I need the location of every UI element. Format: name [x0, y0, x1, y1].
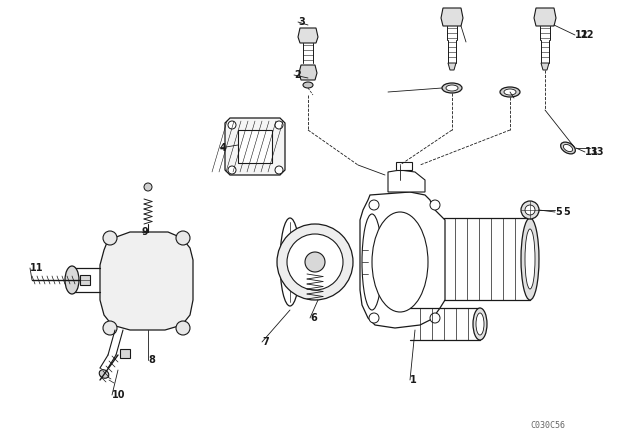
- Ellipse shape: [500, 87, 520, 97]
- Text: C030C56: C030C56: [530, 421, 565, 430]
- Circle shape: [430, 313, 440, 323]
- Polygon shape: [388, 170, 425, 192]
- Ellipse shape: [473, 308, 487, 340]
- Text: 4: 4: [220, 143, 227, 153]
- Circle shape: [176, 231, 190, 245]
- Circle shape: [287, 234, 343, 290]
- Polygon shape: [238, 130, 272, 163]
- Text: 1: 1: [410, 375, 417, 385]
- Circle shape: [176, 321, 190, 335]
- Ellipse shape: [286, 224, 294, 300]
- Polygon shape: [100, 232, 193, 330]
- Text: 2: 2: [294, 70, 301, 80]
- Circle shape: [228, 121, 236, 129]
- Polygon shape: [541, 63, 549, 70]
- Circle shape: [103, 321, 117, 335]
- Ellipse shape: [476, 313, 484, 335]
- Text: 10: 10: [112, 390, 125, 400]
- Text: 12: 12: [581, 30, 595, 40]
- Ellipse shape: [99, 370, 109, 378]
- Text: 3: 3: [298, 17, 305, 27]
- Text: 5: 5: [563, 207, 570, 217]
- Ellipse shape: [442, 83, 462, 93]
- Polygon shape: [441, 8, 463, 26]
- Text: 7: 7: [262, 337, 269, 347]
- Text: 6: 6: [310, 313, 317, 323]
- Polygon shape: [298, 28, 318, 43]
- Circle shape: [275, 121, 283, 129]
- Circle shape: [144, 183, 152, 191]
- Polygon shape: [80, 275, 90, 285]
- Ellipse shape: [446, 85, 458, 91]
- Ellipse shape: [525, 229, 535, 289]
- Polygon shape: [120, 349, 130, 358]
- Ellipse shape: [362, 214, 382, 310]
- Polygon shape: [396, 162, 412, 170]
- Circle shape: [305, 252, 325, 272]
- Polygon shape: [299, 65, 317, 80]
- Text: 12: 12: [575, 30, 589, 40]
- Circle shape: [525, 205, 535, 215]
- Circle shape: [369, 200, 379, 210]
- Polygon shape: [448, 63, 456, 70]
- Circle shape: [521, 201, 539, 219]
- Text: 11: 11: [30, 263, 44, 273]
- Text: 13: 13: [585, 147, 598, 157]
- Circle shape: [228, 166, 236, 174]
- Circle shape: [275, 166, 283, 174]
- Ellipse shape: [521, 218, 539, 300]
- Ellipse shape: [280, 218, 300, 306]
- Circle shape: [430, 200, 440, 210]
- Text: 13: 13: [591, 147, 605, 157]
- Circle shape: [277, 224, 353, 300]
- Ellipse shape: [563, 144, 573, 151]
- Text: 8: 8: [148, 355, 155, 365]
- Polygon shape: [534, 8, 556, 26]
- Circle shape: [369, 313, 379, 323]
- Ellipse shape: [303, 82, 313, 88]
- Ellipse shape: [561, 142, 575, 154]
- Text: 9: 9: [142, 227, 148, 237]
- Ellipse shape: [65, 266, 79, 294]
- Polygon shape: [360, 192, 445, 328]
- Polygon shape: [225, 118, 285, 175]
- Ellipse shape: [372, 212, 428, 312]
- Text: 5: 5: [555, 207, 562, 217]
- Ellipse shape: [504, 89, 516, 95]
- Circle shape: [103, 231, 117, 245]
